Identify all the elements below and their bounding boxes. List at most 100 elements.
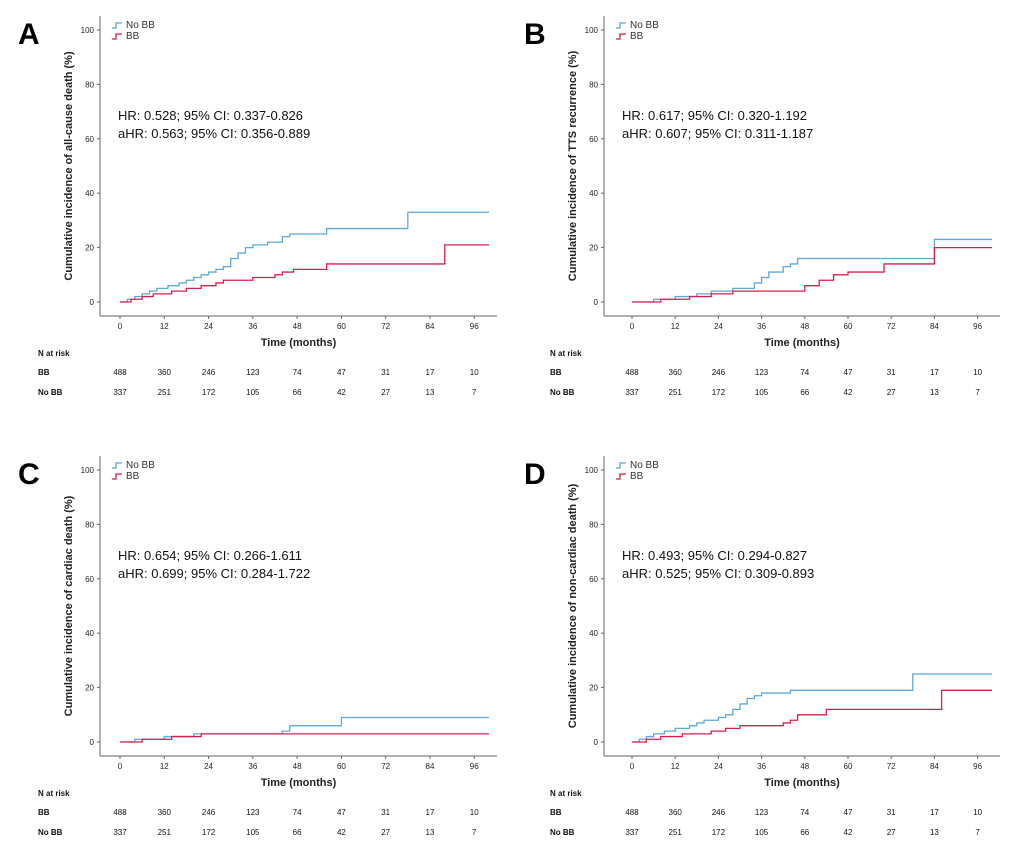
risk-value: 123 (755, 808, 769, 817)
risk-value: 246 (712, 368, 726, 377)
risk-value: 246 (202, 368, 216, 377)
x-tick-label: 48 (800, 322, 809, 331)
y-axis-label: Cumulative incidence of cardiac death (%… (63, 495, 75, 716)
y-tick-label: 80 (85, 80, 94, 89)
x-tick-label: 84 (930, 762, 939, 771)
risk-row-label-no-bb: No BB (550, 388, 575, 397)
risk-value: 488 (113, 368, 127, 377)
panel-label: A (18, 18, 40, 51)
risk-value: 360 (158, 808, 172, 817)
y-tick-label: 60 (589, 575, 598, 584)
x-tick-label: 96 (470, 762, 479, 771)
legend-label-no-bb: No BB (126, 460, 155, 471)
risk-value: 42 (337, 388, 346, 397)
legend-label-bb: BB (630, 31, 644, 42)
y-tick-label: 20 (85, 684, 94, 693)
risk-value: 74 (293, 368, 302, 377)
risk-value: 13 (930, 828, 939, 837)
y-tick-label: 40 (85, 189, 94, 198)
risk-value: 31 (887, 808, 896, 817)
risk-value: 251 (669, 828, 683, 837)
risk-value: 27 (887, 388, 896, 397)
x-tick-label: 84 (426, 322, 435, 331)
risk-table-title: N at risk (38, 789, 70, 798)
risk-table-title: N at risk (550, 349, 582, 358)
hr-annotation: HR: 0.654; 95% CI: 0.266-1.611 (118, 548, 302, 563)
x-tick-label: 12 (160, 762, 169, 771)
risk-value: 337 (113, 828, 127, 837)
series-line-bb (120, 733, 489, 743)
risk-value: 488 (113, 808, 127, 817)
y-axis-label: Cumulative incidence of all-cause death … (63, 51, 75, 281)
risk-row-label-bb: BB (38, 368, 50, 377)
km-chart: 0 20 40 60 80 100 0 12 24 36 48 60 72 84 96 Time (month… (38, 16, 497, 397)
x-tick-label: 0 (118, 762, 123, 771)
risk-value: 66 (800, 388, 809, 397)
x-tick-label: 84 (930, 322, 939, 331)
x-tick-label: 12 (160, 322, 169, 331)
risk-value: 47 (844, 808, 853, 817)
risk-value: 74 (293, 808, 302, 817)
legend-label-no-bb: No BB (126, 20, 155, 31)
risk-value: 10 (470, 368, 479, 377)
risk-value: 66 (293, 388, 302, 397)
y-tick-label: 60 (589, 135, 598, 144)
x-tick-label: 96 (470, 322, 479, 331)
risk-value: 42 (844, 828, 853, 837)
risk-value: 105 (755, 388, 769, 397)
risk-value: 31 (887, 368, 896, 377)
x-tick-label: 72 (887, 322, 896, 331)
risk-value: 7 (975, 388, 980, 397)
risk-value: 337 (113, 388, 127, 397)
x-axis-label: Time (months) (764, 337, 840, 349)
legend-swatch-no-bb (616, 22, 626, 29)
risk-value: 337 (625, 388, 639, 397)
risk-value: 27 (381, 828, 390, 837)
risk-row-label-no-bb: No BB (38, 828, 63, 837)
legend-label-no-bb: No BB (630, 20, 659, 31)
risk-value: 47 (337, 808, 346, 817)
risk-value: 172 (202, 388, 216, 397)
x-tick-label: 96 (973, 322, 982, 331)
risk-value: 10 (973, 368, 982, 377)
risk-value: 17 (426, 808, 435, 817)
y-tick-label: 100 (81, 26, 95, 35)
risk-value: 488 (625, 368, 639, 377)
legend-swatch-bb (112, 33, 122, 40)
hr-annotation: HR: 0.528; 95% CI: 0.337-0.826 (118, 108, 303, 123)
risk-value: 337 (625, 828, 639, 837)
risk-row-label-no-bb: No BB (38, 388, 63, 397)
x-tick-label: 72 (381, 762, 390, 771)
legend-swatch-bb (616, 33, 626, 40)
series-line-bb (120, 244, 489, 303)
x-tick-label: 72 (887, 762, 896, 771)
risk-value: 246 (712, 808, 726, 817)
y-tick-label: 0 (594, 298, 599, 307)
x-tick-label: 48 (293, 762, 302, 771)
y-tick-label: 60 (85, 135, 94, 144)
y-tick-label: 80 (589, 520, 598, 529)
x-axis-label: Time (months) (261, 337, 337, 349)
risk-row-label-bb: BB (550, 808, 562, 817)
panel-label: D (524, 458, 546, 491)
y-axis-label: Cumulative incidence of non-cardiac deat… (567, 483, 579, 728)
x-tick-label: 0 (630, 762, 635, 771)
legend-label-bb: BB (126, 471, 140, 482)
hr-annotation: aHR: 0.607; 95% CI: 0.311-1.187 (622, 126, 813, 141)
x-tick-label: 36 (248, 762, 257, 771)
y-tick-label: 60 (85, 575, 94, 584)
panel-label: B (524, 18, 546, 51)
risk-row-label-bb: BB (38, 808, 50, 817)
risk-value: 47 (844, 368, 853, 377)
y-tick-label: 0 (594, 738, 599, 747)
hr-annotation: HR: 0.617; 95% CI: 0.320-1.192 (622, 108, 807, 123)
risk-value: 17 (930, 368, 939, 377)
y-tick-label: 100 (585, 466, 599, 475)
legend-label-bb: BB (126, 31, 140, 42)
risk-value: 31 (381, 368, 390, 377)
risk-value: 105 (755, 828, 769, 837)
x-tick-label: 36 (248, 322, 257, 331)
x-tick-label: 60 (337, 322, 346, 331)
risk-value: 246 (202, 808, 216, 817)
risk-value: 172 (202, 828, 216, 837)
